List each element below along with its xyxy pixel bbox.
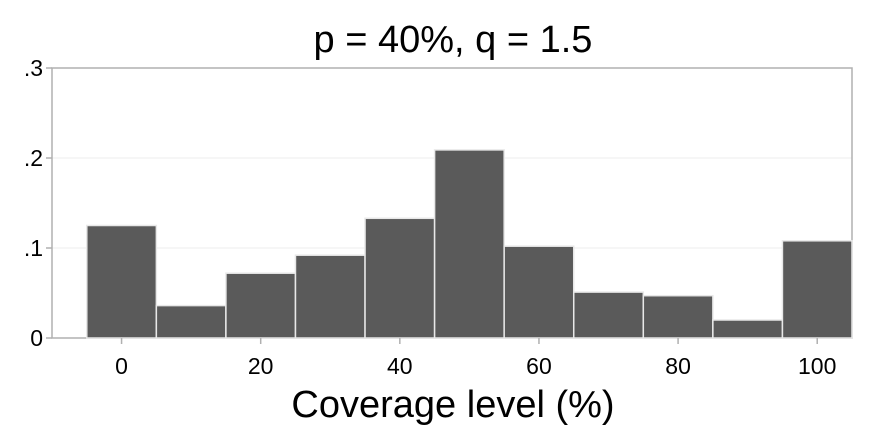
x-axis: 0 20 40 60 80 100 (115, 338, 836, 379)
histogram-bar (572, 291, 645, 339)
histogram-bar (712, 319, 784, 339)
x-tick-label: 80 (665, 353, 691, 379)
y-tick-label: .3 (24, 55, 43, 81)
histogram-bar (503, 245, 575, 339)
chart-title: p = 40%, q = 1.5 (314, 19, 593, 61)
y-axis: 0 .1 .2 .3 (24, 55, 52, 351)
x-tick-label: 20 (248, 353, 274, 379)
y-tick-label: .1 (24, 235, 43, 261)
histogram-bar (642, 294, 714, 339)
histogram-bar (781, 240, 853, 339)
histogram-bar (364, 217, 436, 339)
y-tick-label: 0 (30, 325, 43, 351)
x-tick-label: 100 (798, 353, 836, 379)
x-tick-label: 0 (115, 353, 128, 379)
histogram-bar (294, 254, 366, 339)
histogram-bar (86, 224, 158, 339)
bars (86, 149, 853, 339)
x-tick-label: 40 (387, 353, 413, 379)
histogram-bar (433, 149, 505, 339)
x-tick-label: 60 (526, 353, 552, 379)
x-axis-label: Coverage level (%) (291, 384, 614, 426)
histogram-bar (155, 304, 227, 339)
histogram-bar (225, 272, 297, 339)
y-tick-label: .2 (24, 145, 43, 171)
